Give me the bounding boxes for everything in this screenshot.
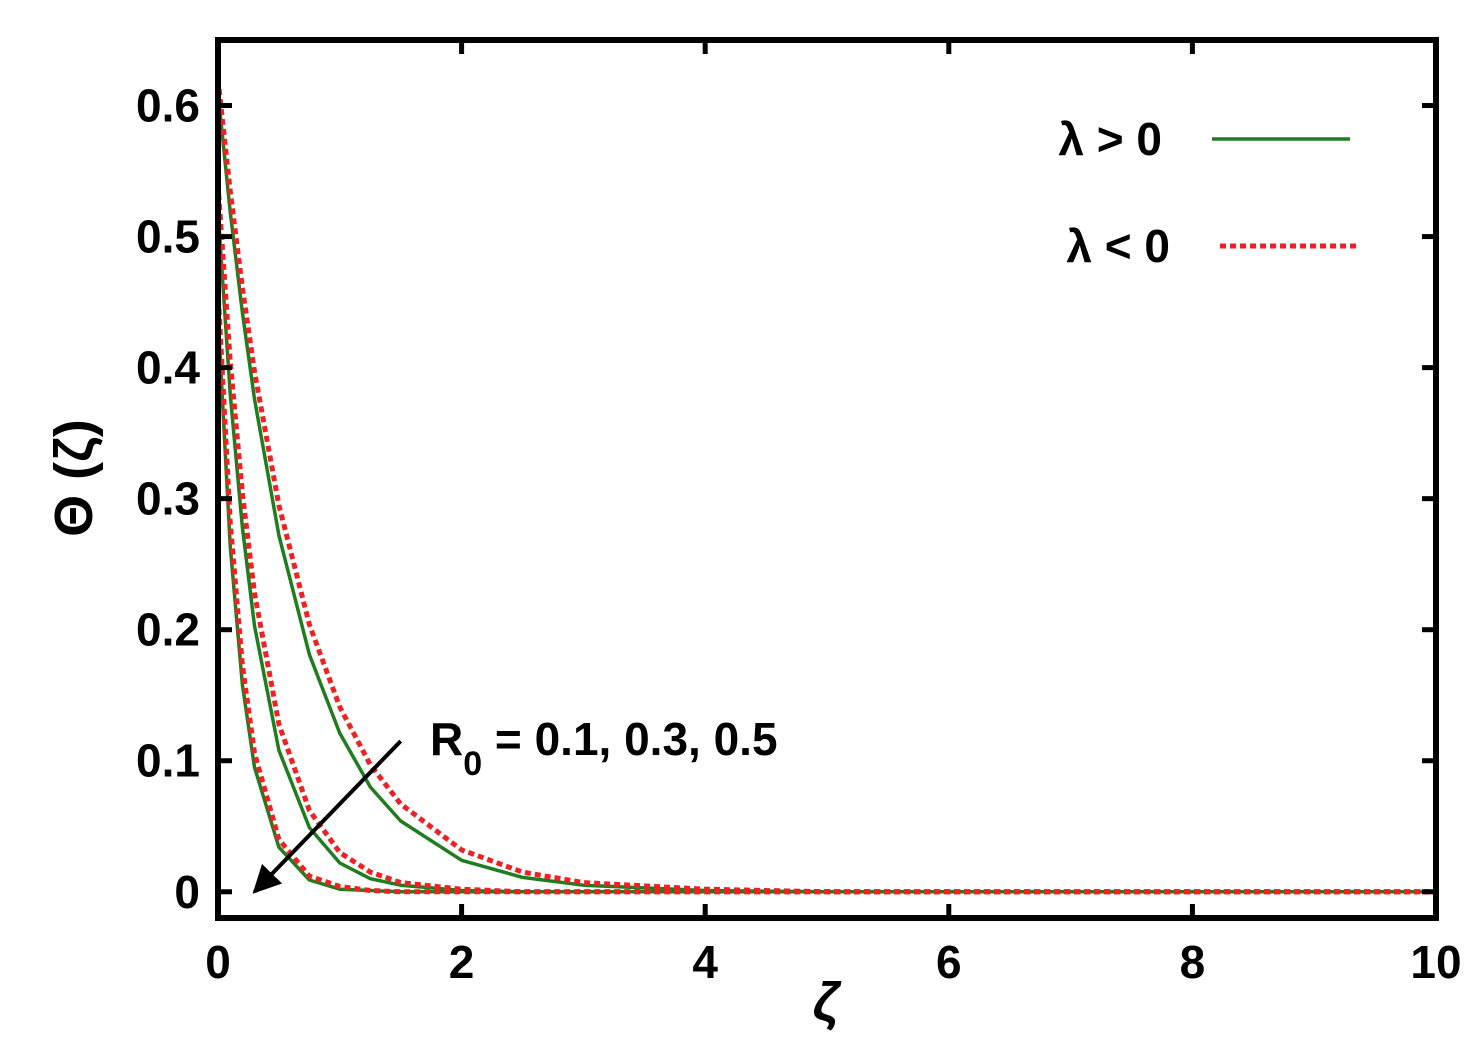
series-line-lambda-positive-r0-0-5	[218, 315, 1436, 894]
y-tick-label: 0.1	[136, 735, 200, 787]
annotation-label: R0 = 0.1, 0.3, 0.5	[430, 713, 778, 783]
y-tick-label: 0.3	[136, 473, 200, 525]
annotation-arrow	[252, 739, 403, 894]
series-line-lambda-positive-r0-0-3	[218, 210, 1436, 894]
plot-frame	[215, 37, 1439, 921]
series-line-lambda-negative-r0-0-1	[218, 79, 1436, 895]
x-axis-title: ζ	[813, 972, 842, 1032]
x-tick-label: 0	[205, 936, 231, 988]
y-axis-title: Θ (ζ)	[44, 419, 104, 537]
legend-label-lambda-positive: λ > 0	[1058, 113, 1162, 165]
legend-label-lambda-negative: λ < 0	[1066, 220, 1170, 272]
tick-labels-layer: 0 2 4 6 8 10 0 0.1 0.2 0.3 0.4 0.5 0.6	[136, 80, 1462, 988]
series-line-lambda-negative-r0-0-3	[218, 183, 1436, 895]
series-layer	[218, 79, 1436, 895]
series-line-lambda-negative-r0-0-5	[218, 288, 1436, 895]
ticks-layer	[215, 40, 1439, 918]
x-tick-label: 8	[1180, 936, 1206, 988]
x-tick-label: 10	[1410, 936, 1461, 988]
y-tick-label: 0	[174, 866, 200, 918]
annotation: R0 = 0.1, 0.3, 0.5	[252, 713, 778, 894]
series-line-lambda-positive-r0-0-1	[218, 92, 1436, 894]
x-tick-label: 6	[936, 936, 962, 988]
x-tick-label: 2	[449, 936, 475, 988]
y-tick-label: 0.2	[136, 604, 200, 656]
y-tick-label: 0.6	[136, 80, 200, 132]
y-tick-label: 0.5	[136, 211, 200, 263]
y-tick-label: 0.4	[136, 342, 200, 394]
x-tick-label: 4	[692, 936, 718, 988]
legend: λ > 0 λ < 0	[1058, 113, 1358, 272]
